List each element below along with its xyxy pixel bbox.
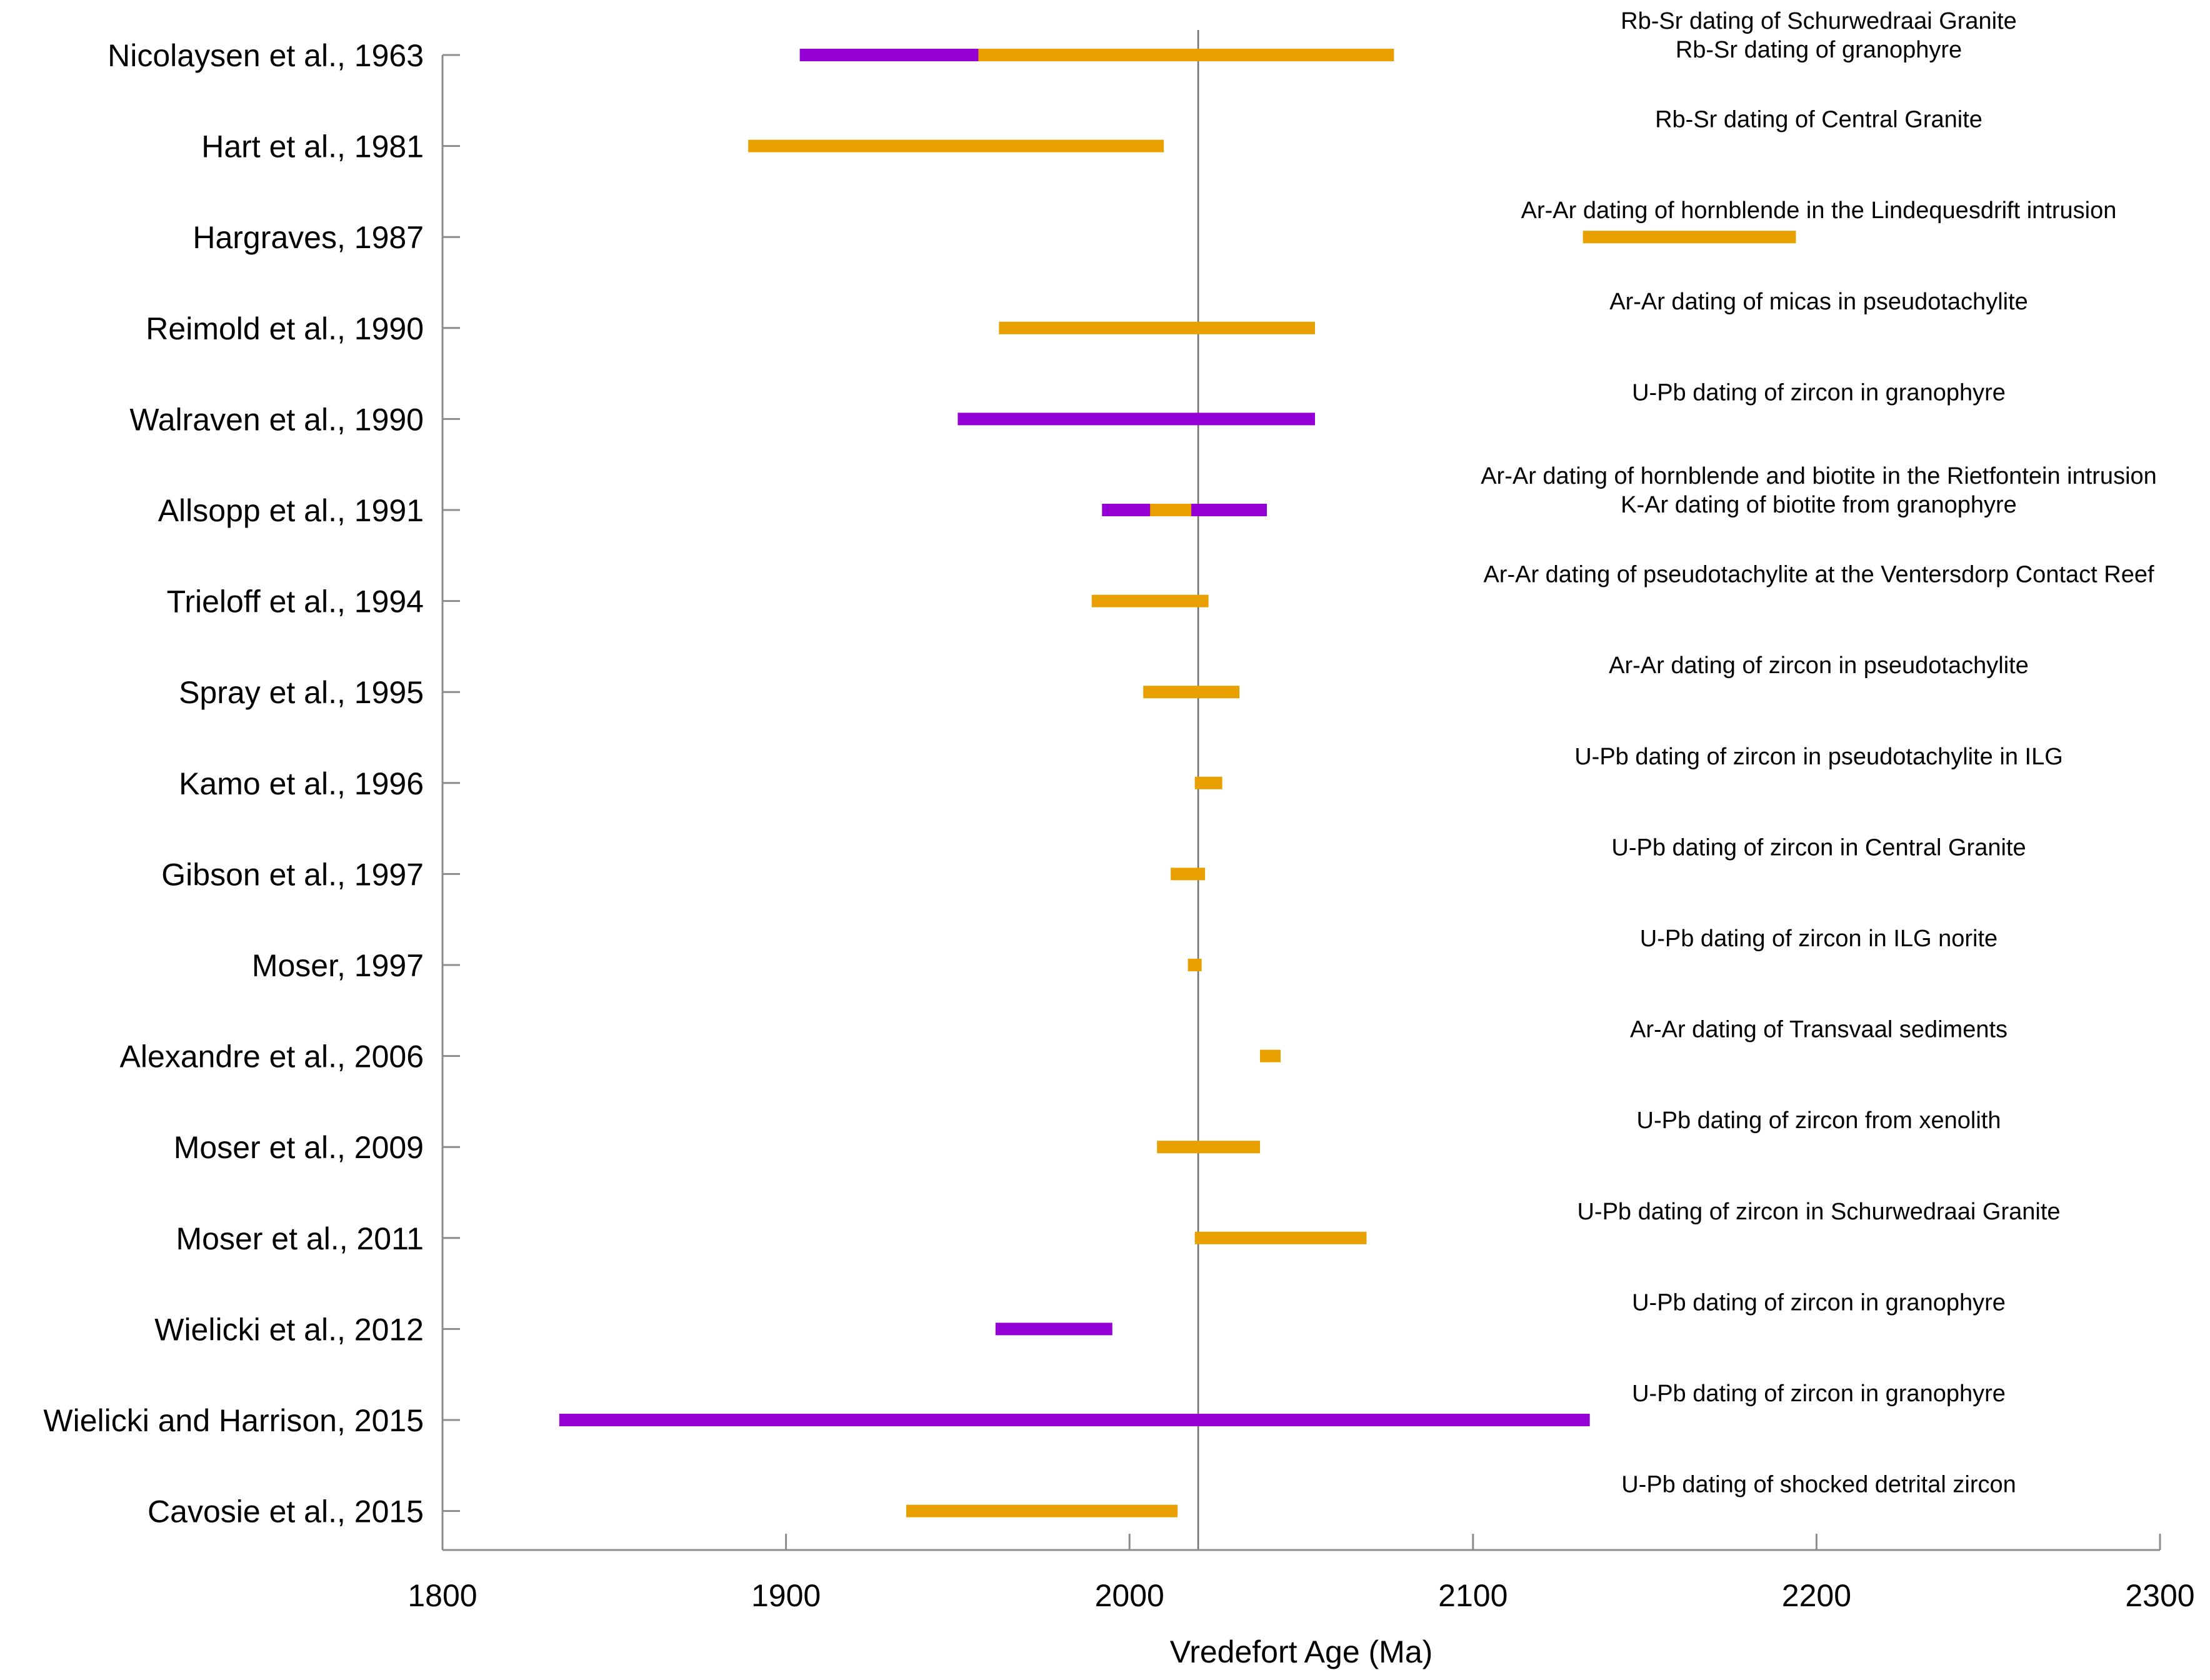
method-note: Rb-Sr dating of Central Granite	[1655, 107, 1982, 133]
study-label: Wielicki et al., 2012	[154, 1312, 424, 1347]
study-label: Allsopp et al., 1991	[158, 493, 424, 528]
study-label: Alexandre et al., 2006	[120, 1039, 424, 1074]
method-note: Ar-Ar dating of zircon in pseudotachylit…	[1609, 652, 2029, 679]
study-label: Cavosie et al., 2015	[148, 1494, 424, 1529]
method-note: U-Pb dating of zircon in pseudotachylite…	[1574, 744, 2063, 770]
axes-layer	[441, 54, 2160, 1551]
study-label: Kamo et al., 1996	[179, 766, 424, 801]
x-ticks-layer: 1800 1900 2000 2100 2200 2300	[408, 1534, 2195, 1613]
range-bar-purple	[958, 412, 1315, 426]
range-bar-orange	[1260, 1049, 1281, 1062]
method-note: U-Pb dating of zircon in Central Granite	[1611, 834, 2026, 861]
study-label: Nicolaysen et al., 1963	[108, 38, 424, 73]
method-note: U-Pb dating of zircon in granophyre	[1632, 379, 2006, 406]
range-bar-orange	[1171, 868, 1206, 881]
study-label: Reimold et al., 1990	[146, 311, 424, 346]
method-note: U-Pb dating of zircon in granophyre	[1632, 1289, 2006, 1316]
x-tick-label: 1800	[408, 1578, 477, 1613]
method-note: Ar-Ar dating of hornblende and biotite i…	[1481, 463, 2157, 489]
study-label: Gibson et al., 1997	[161, 857, 424, 892]
range-bar-orange	[1091, 594, 1209, 608]
range-bar-orange	[1194, 776, 1222, 789]
study-labels-layer: Nicolaysen et al., 1963 Hart et al., 1981…	[43, 38, 424, 1529]
study-label: Moser et al., 2011	[176, 1221, 424, 1256]
range-bar-orange	[1157, 1141, 1261, 1154]
method-note: K-Ar dating of biotite from granophyre	[1621, 492, 2017, 518]
range-bar-orange	[1143, 686, 1240, 699]
study-label: Trieloff et al., 1994	[167, 584, 424, 619]
method-note: Ar-Ar dating of hornblende in the Lindeq…	[1521, 198, 2117, 224]
range-bar-orange	[1582, 231, 1796, 244]
x-axis-title: Vredefort Age (Ma)	[1170, 1634, 1433, 1669]
method-note: Rb-Sr dating of granophyre	[1676, 37, 1962, 63]
x-tick-label: 1900	[751, 1578, 821, 1613]
method-note: U-Pb dating of zircon from xenolith	[1637, 1108, 2001, 1134]
method-note: Ar-Ar dating of pseudotachylite at the V…	[1483, 562, 2154, 588]
range-bar-orange	[1194, 1231, 1367, 1244]
method-note: U-Pb dating of zircon in granophyre	[1632, 1381, 2006, 1407]
study-label: Moser, 1997	[252, 948, 424, 983]
range-bar-orange	[1150, 504, 1192, 516]
method-note: U-Pb dating of zircon in ILG norite	[1640, 926, 1998, 952]
study-label: Spray et al., 1995	[179, 675, 424, 710]
method-note: Rb-Sr dating of Schurwedraai Granite	[1621, 8, 2017, 34]
range-bar-purple	[995, 1322, 1112, 1336]
x-tick-label: 2200	[1782, 1578, 1851, 1613]
method-notes-layer: Rb-Sr dating of Schurwedraai Granite Rb-S…	[1481, 8, 2157, 1498]
study-label: Moser et al., 2009	[174, 1130, 424, 1165]
study-label: Hart et al., 1981	[201, 129, 424, 164]
method-note: U-Pb dating of zircon in Schurwedraai Gr…	[1577, 1199, 2060, 1225]
range-bar-orange	[999, 321, 1315, 334]
range-bar-purple	[799, 49, 979, 61]
method-note: U-Pb dating of shocked detrital zircon	[1621, 1472, 2016, 1498]
x-tick-label: 2300	[2125, 1578, 2194, 1613]
x-tick-label: 2000	[1095, 1578, 1164, 1613]
bars-layer	[559, 49, 1796, 1518]
x-tick-label: 2100	[1438, 1578, 1508, 1613]
range-bar-purple	[559, 1414, 1590, 1426]
range-bar-orange	[748, 139, 1164, 152]
method-note: Ar-Ar dating of Transvaal sediments	[1630, 1017, 2008, 1043]
method-note: Ar-Ar dating of micas in pseudotachylite	[1609, 289, 2028, 315]
study-label: Walraven et al., 1990	[129, 402, 424, 437]
range-bar-orange	[974, 49, 1394, 61]
study-label: Hargraves, 1987	[192, 220, 424, 255]
study-label: Wielicki and Harrison, 2015	[43, 1403, 424, 1438]
range-bar-orange	[1188, 959, 1202, 971]
range-bar-orange	[906, 1504, 1178, 1518]
